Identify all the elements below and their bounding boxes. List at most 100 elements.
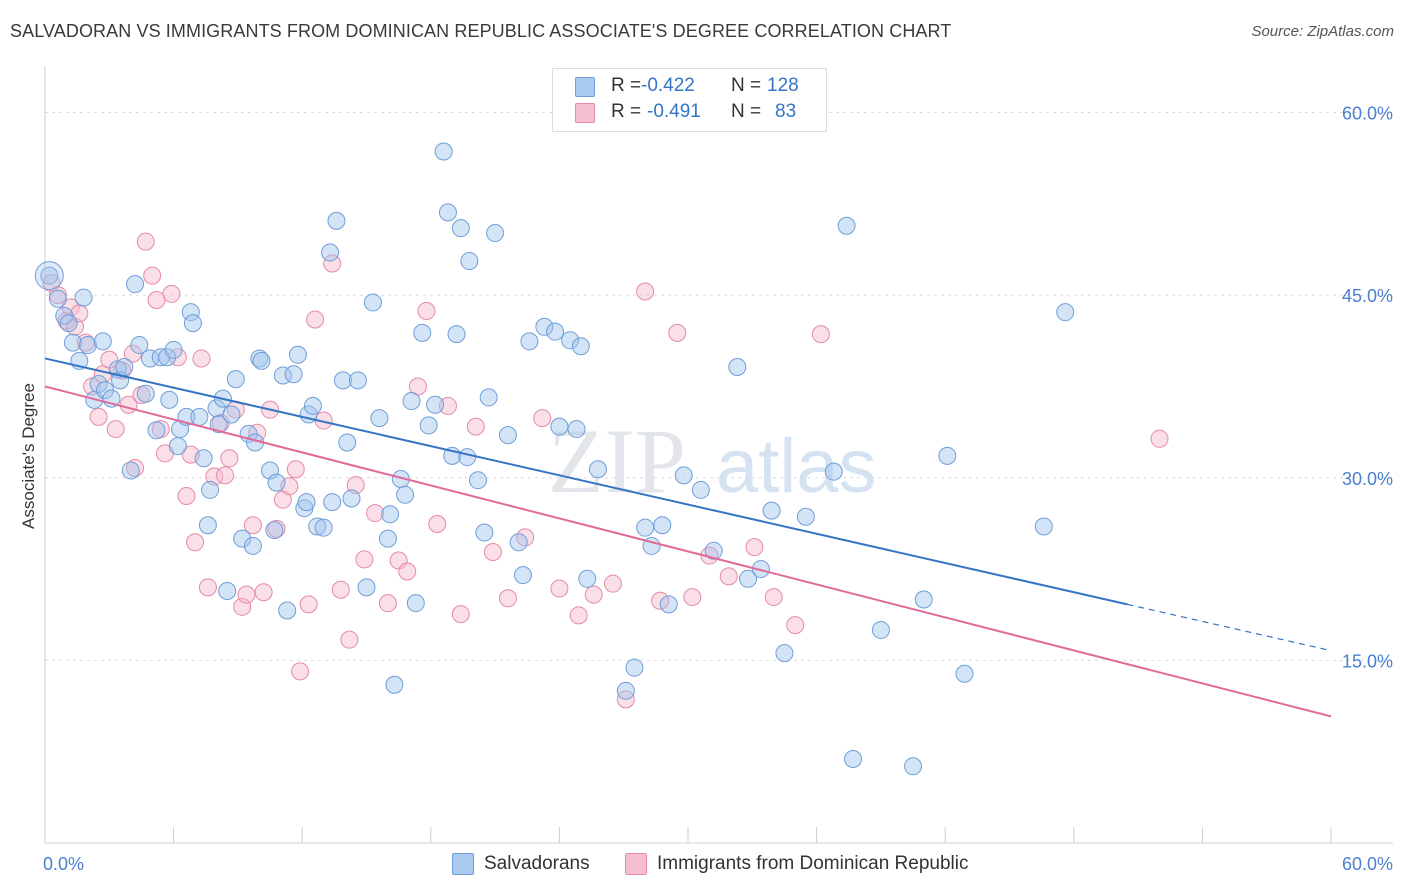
dominican-point [533, 409, 552, 428]
salvadoran-point [824, 462, 843, 481]
salvadoran-point [342, 489, 361, 508]
dominican-point [286, 460, 305, 479]
salvadoran-point [278, 601, 297, 620]
salvadoran-point [938, 446, 957, 465]
salvadoran-point [338, 433, 357, 452]
y-tick-label: 60.0% [1342, 104, 1393, 124]
legend-r-value: -0.491 [647, 101, 701, 122]
dominican-point [438, 396, 457, 415]
salvadoran-point [74, 288, 93, 307]
watermark-atlas: atlas [716, 424, 877, 509]
salvadoran-point [378, 529, 397, 548]
salvadoran-point [468, 471, 487, 490]
salvadoran-point-large [34, 261, 64, 291]
dominican-point [651, 591, 670, 610]
dominican-point [569, 606, 588, 625]
salvadoran-point [126, 275, 145, 294]
salvadoran-point [434, 142, 453, 161]
salvadoran-point [314, 518, 333, 537]
legend-swatch-blue [452, 853, 474, 875]
salvadoran-point [458, 448, 477, 467]
dominican-point [584, 585, 603, 604]
correlation-legend: R = -0.422 N = 128 R = -0.491 N = 83 [552, 68, 827, 132]
dominican-trend-line [44, 385, 1332, 718]
dominican-point [719, 567, 738, 586]
salvadoran-point [438, 203, 457, 222]
dominican-point [106, 420, 125, 439]
legend-r-label: R = [611, 75, 642, 96]
dominican-point [177, 487, 196, 506]
salvadoran-point [479, 388, 498, 407]
salvadoran-point [59, 314, 78, 333]
dominican-point [355, 550, 374, 569]
salvadoran-point [904, 757, 923, 776]
salvadoran-point [775, 644, 794, 663]
salvadoran-point [588, 460, 607, 479]
salvadoran-point [396, 485, 415, 504]
dominican-point [498, 589, 517, 608]
dominican-point [143, 266, 162, 285]
salvadoran-point [578, 569, 597, 588]
salvadoran-point [381, 505, 400, 524]
dominican-point [764, 588, 783, 607]
axes [44, 66, 1393, 844]
dominican-point [306, 310, 325, 329]
salvadoran-point [419, 416, 438, 435]
dominican-point [483, 543, 502, 562]
salvadoran-point [659, 595, 678, 614]
salvadoran-point [674, 466, 693, 485]
legend-n-value: 83 [775, 101, 797, 122]
salvadoran-point [297, 493, 316, 512]
salvadoran-point [321, 243, 340, 262]
y-tick-labels: 15.0% 30.0% 45.0% 60.0% [1342, 104, 1393, 672]
dominican-point [192, 349, 211, 368]
salvadoran-point [48, 289, 67, 308]
dominican-point [331, 580, 350, 599]
x-tick-labels: 0.0% 60.0% [43, 854, 1393, 874]
chart-title: SALVADORAN VS IMMIGRANTS FROM DOMINICAN … [10, 21, 952, 41]
salvadoran-point [164, 340, 183, 359]
salvadoran-point [201, 480, 220, 499]
salvadoran-point [955, 664, 974, 683]
salvadoran-point [691, 480, 710, 499]
x-tick-label: 60.0% [1342, 854, 1393, 874]
series-salvadoran-points [34, 142, 1075, 776]
salvadoran-point [40, 266, 59, 285]
salvadoran-point [226, 370, 245, 389]
salvadoran-point [348, 371, 367, 390]
salvadoran-point [308, 517, 327, 536]
salvadoran-point [363, 293, 382, 312]
dominican-point [254, 583, 273, 602]
salvadoran-point [233, 529, 252, 548]
salvadoran-point [498, 426, 517, 445]
salvadoran-point [460, 252, 479, 271]
salvadoran-point [751, 560, 770, 579]
salvadoran-point [158, 348, 177, 367]
legend-n-label: N = [731, 101, 762, 122]
salvadoran-point [168, 437, 187, 456]
salvadoran-point [136, 384, 155, 403]
salvadoran-point [513, 566, 532, 585]
salvadoran-point [509, 533, 528, 552]
salvadoran-point [837, 216, 856, 235]
watermark-zip: ZIP [548, 410, 686, 512]
salvadoran-point [426, 395, 445, 414]
dominican-point [1150, 429, 1169, 448]
legend-r-value: -0.422 [641, 75, 695, 96]
salvadoran-point [871, 620, 890, 639]
salvadoran-point [762, 501, 781, 520]
salvadoran-point [303, 396, 322, 415]
dominican-point [233, 597, 252, 616]
salvadoran-point [546, 322, 565, 341]
salvadoran-point [78, 336, 97, 355]
salvadoran-point [160, 390, 179, 409]
salvadoran-point [370, 409, 389, 428]
salvadoran-point [1034, 517, 1053, 536]
x-tick-label: 0.0% [43, 854, 84, 874]
salvadoran-point [243, 536, 262, 555]
gridlines [45, 112, 1393, 661]
legend-swatch-pink [575, 103, 595, 123]
salvadoran-point [93, 332, 112, 351]
salvadoran-point [451, 219, 470, 238]
